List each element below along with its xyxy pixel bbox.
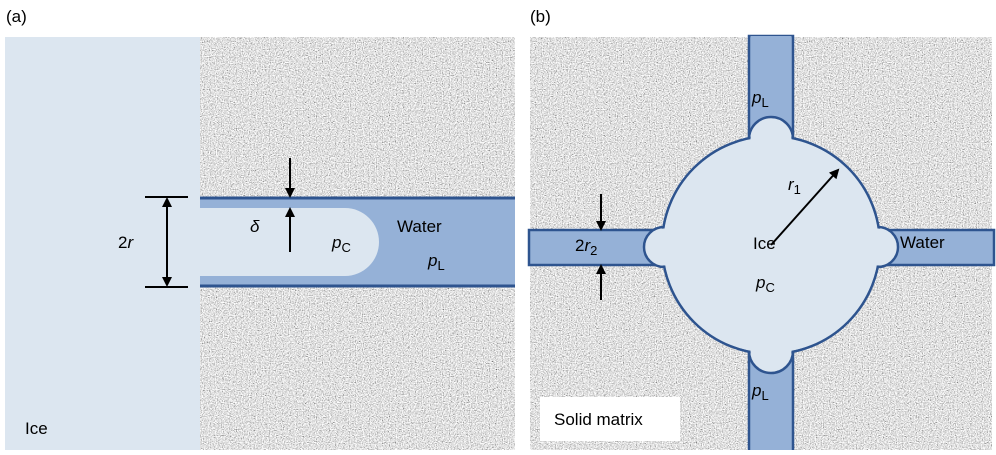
panel-label: (b) xyxy=(530,7,551,26)
width-prefix: 2 xyxy=(575,236,584,255)
width-label: 2r xyxy=(118,233,134,252)
pressure-base: p xyxy=(331,233,341,252)
panel-label: (a) xyxy=(6,7,27,26)
pressure-base: p xyxy=(751,88,761,107)
pressure-base: p xyxy=(427,251,437,270)
pressure-sub: L xyxy=(761,95,768,110)
panel-a: (a) Ice 2r δ pC Water pL xyxy=(5,7,515,450)
water-label: Water xyxy=(900,233,945,252)
panel-b: (b) Solid matrix pL r1 I xyxy=(529,7,994,450)
pressure-sub: L xyxy=(437,258,444,273)
matrix-label: Solid matrix xyxy=(554,410,643,429)
ice-label: Ice xyxy=(753,234,776,253)
pressure-sub: C xyxy=(341,240,350,255)
ice-region xyxy=(5,37,200,450)
pressure-sub: L xyxy=(761,388,768,403)
figure: (a) Ice 2r δ pC Water pL (b) xyxy=(0,0,996,450)
radius-sub: 1 xyxy=(794,182,801,197)
width-prefix: 2 xyxy=(118,233,127,252)
pressure-base: p xyxy=(755,273,765,292)
pressure-sub: C xyxy=(765,280,774,295)
gap-label: δ xyxy=(250,217,260,236)
ice-label: Ice xyxy=(25,419,48,438)
width-sub: 2 xyxy=(590,243,597,258)
water-label: Water xyxy=(397,217,442,236)
pressure-base: p xyxy=(751,381,761,400)
